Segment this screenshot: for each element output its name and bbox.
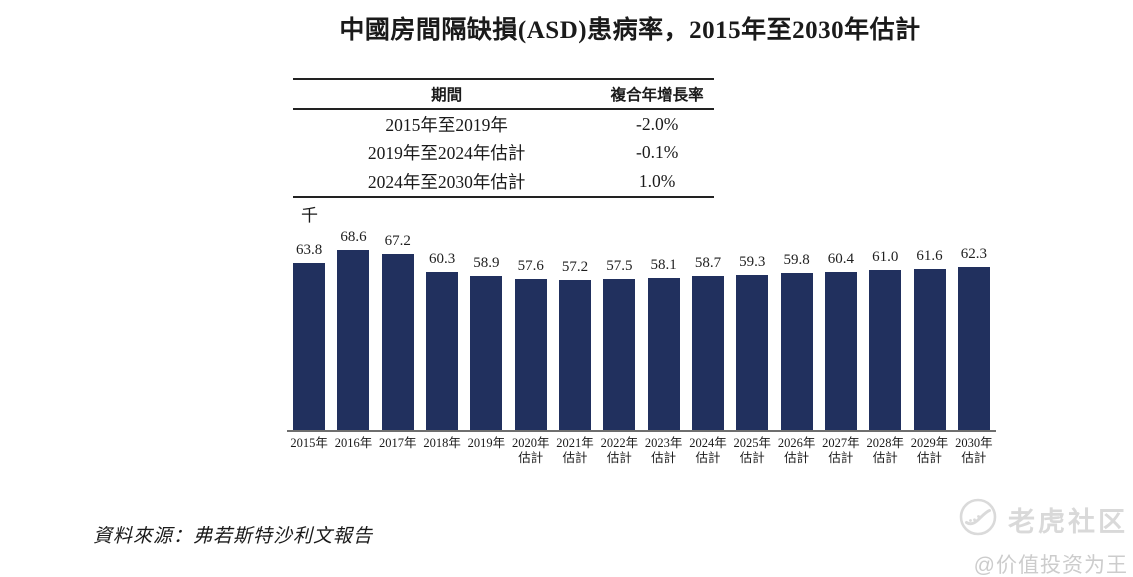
x-axis-label: 2027年 估計 — [822, 436, 860, 465]
cagr-rate: -2.0% — [636, 113, 679, 134]
bar — [691, 276, 724, 430]
bar-column: 59.3 — [730, 254, 774, 430]
bar-column: 57.5 — [597, 258, 641, 430]
bar-column: 61.6 — [907, 248, 951, 430]
bar-value-label: 63.8 — [296, 241, 323, 258]
bar-value-label: 68.6 — [340, 229, 367, 246]
bar-column: 58.9 — [464, 255, 508, 430]
bar-value-label: 60.4 — [827, 250, 855, 267]
bar-column: 59.8 — [774, 252, 818, 430]
bar — [426, 272, 459, 430]
bar-value-label: 67.2 — [384, 232, 411, 249]
bar-value-label: 62.3 — [960, 245, 987, 262]
cagr-rate: 1.0% — [638, 170, 676, 191]
x-axis-label: 2019年 — [467, 436, 506, 450]
y-axis-unit-label: 千 — [301, 206, 318, 225]
bar-value-label: 58.9 — [473, 254, 500, 271]
watermark: 老虎社区 @价值投资为王 — [918, 497, 1128, 577]
bar-value-label: 59.8 — [783, 252, 810, 269]
bar-value-label: 59.3 — [739, 253, 766, 270]
bar-column: 63.8 — [287, 242, 331, 430]
bar-column: 58.7 — [686, 255, 730, 430]
cagr-table: 期間 複合年增長率 2015年至2019年 -2.0% 2019年至2024年估… — [293, 78, 714, 198]
x-axis-label: 2029年 估計 — [910, 436, 949, 465]
bar-value-label: 57.6 — [517, 258, 544, 275]
bar-value-label: 57.5 — [606, 258, 633, 275]
bar-value-label: 57.2 — [561, 259, 589, 276]
x-axis-label: 2022年 估計 — [600, 436, 639, 465]
cagr-period: 2015年至2019年 — [385, 114, 508, 135]
bar-value-label: 61.0 — [872, 249, 899, 266]
chart-title: 中國房間隔缺損(ASD)患病率，2015年至2030年估計 — [339, 17, 921, 44]
x-axis-label: 2020年 估計 — [511, 436, 550, 465]
bar — [647, 277, 680, 430]
watermark-brand-text: 老虎社区 — [1008, 507, 1128, 537]
bar — [780, 273, 813, 430]
bar — [603, 279, 636, 430]
cagr-period: 2024年至2030年估計 — [367, 171, 526, 192]
bar-column: 60.4 — [819, 251, 863, 430]
bar-column: 60.3 — [420, 251, 464, 430]
x-axis-label: 2028年 估計 — [866, 436, 904, 465]
bar — [470, 275, 503, 430]
bar — [957, 266, 990, 430]
bar-chart: 63.8 68.6 67.2 60.3 58.9 57.6 57.2 57.5 58.1 58.7… — [287, 229, 996, 430]
x-axis-label: 2015年 — [290, 436, 328, 450]
bar — [559, 280, 592, 430]
x-axis-label: 2023年 估計 — [644, 436, 683, 465]
bar — [293, 262, 326, 430]
cagr-table-row: 2015年至2019年 -2.0% — [293, 110, 714, 139]
bar — [514, 279, 547, 430]
bar-column: 62.3 — [952, 246, 996, 430]
tiger-logo-icon — [958, 497, 998, 542]
x-axis-line — [287, 430, 996, 432]
bar-column: 68.6 — [331, 229, 375, 430]
cagr-header-rate: 複合年增長率 — [610, 87, 704, 104]
bar-column: 57.2 — [553, 259, 597, 430]
bar — [381, 253, 414, 430]
bar-column: 58.1 — [642, 257, 686, 430]
x-axis-label: 2016年 — [334, 436, 373, 450]
bar-column: 61.0 — [863, 249, 907, 430]
bar-value-label: 58.1 — [650, 256, 677, 273]
cagr-header-period: 期間 — [431, 87, 463, 104]
bar — [824, 271, 857, 430]
bar-value-label: 60.3 — [428, 251, 456, 267]
x-axis-labels: 2015年 2016年 2017年 2018年 2019年 2020年 估計 2021年 估計 2… — [287, 436, 996, 466]
bar — [913, 268, 946, 430]
x-axis-label: 2021年 估計 — [556, 436, 594, 465]
x-axis-label: 2024年 估計 — [689, 436, 727, 465]
watermark-handle-text: @价值投资为王 — [973, 554, 1128, 577]
cagr-period: 2019年至2024年估計 — [367, 143, 526, 164]
bar-column: 67.2 — [376, 233, 420, 430]
cagr-table-header-row: 期間 複合年增長率 — [293, 80, 714, 110]
x-axis-label: 2025年 估計 — [733, 436, 772, 465]
cagr-table-row: 2019年至2024年估計 -0.1% — [293, 139, 714, 168]
x-axis-label: 2026年 估計 — [777, 436, 816, 465]
cagr-table-row: 2024年至2030年估計 1.0% — [293, 167, 714, 196]
x-axis-label: 2018年 — [423, 436, 461, 450]
bar-value-label: 61.6 — [916, 247, 943, 264]
bar-column: 57.6 — [509, 258, 553, 430]
bar-value-label: 58.7 — [694, 255, 722, 272]
bar — [869, 270, 902, 430]
source-note: 資料來源：弗若斯特沙利文報告 — [93, 526, 374, 547]
bar — [736, 274, 769, 430]
cagr-rate: -0.1% — [636, 142, 679, 163]
x-axis-label: 2030年 估計 — [955, 436, 993, 465]
x-axis-label: 2017年 — [379, 436, 417, 450]
bar — [337, 250, 370, 430]
